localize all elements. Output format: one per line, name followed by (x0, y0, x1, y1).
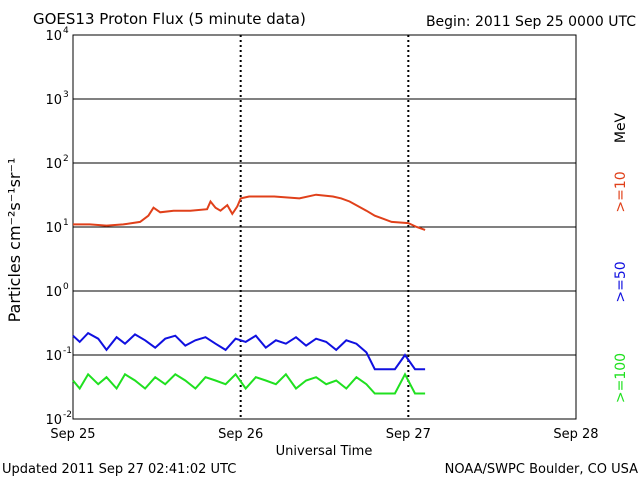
y-tick-label: 10 (45, 349, 62, 364)
y-tick-label: 10 (45, 413, 62, 428)
legend-p100: >=100 (613, 353, 629, 403)
y-tick-exponent: 0 (63, 282, 69, 292)
y-tick-exponent: 2 (63, 154, 69, 164)
y-tick-exponent: -2 (63, 410, 72, 420)
x-axis-ticks: Sep 25 Sep 26 Sep 27 Sep 28 (50, 427, 598, 442)
y-tick-label: 10 (45, 157, 62, 172)
unit-label: MeV (613, 112, 629, 143)
series-line (73, 193, 426, 231)
x-tick-label: Sep 28 (553, 427, 598, 442)
legend-p10: >=10 (613, 171, 629, 212)
x-axis-label: Universal Time (276, 444, 373, 459)
y-axis-label: Particles cm⁻²s⁻¹sr⁻¹ (5, 158, 24, 323)
y-tick-exponent: 3 (63, 90, 69, 100)
y-tick-exponent: -1 (63, 346, 72, 356)
y-tick-label: 10 (45, 285, 62, 300)
series-line (72, 331, 426, 371)
y-tick-label: 10 (45, 29, 62, 44)
y-tick-label: 10 (45, 221, 62, 236)
y-tick-exponent: 1 (63, 218, 69, 228)
x-tick-label: Sep 25 (50, 427, 95, 442)
chart-title: GOES13 Proton Flux (5 minute data) (33, 10, 306, 28)
updated-timestamp: Updated 2011 Sep 27 02:41:02 UTC (2, 462, 236, 477)
x-tick-label: Sep 26 (218, 427, 263, 442)
begin-time: Begin: 2011 Sep 25 0000 UTC (426, 14, 636, 30)
y-tick-exponent: 4 (63, 26, 69, 36)
series-group (72, 193, 426, 395)
x-tick-label: Sep 27 (386, 427, 431, 442)
credit-label: NOAA/SWPC Boulder, CO USA (445, 462, 638, 477)
series-line (72, 372, 426, 395)
legend-p50: >=50 (613, 261, 629, 302)
y-tick-label: 10 (45, 93, 62, 108)
